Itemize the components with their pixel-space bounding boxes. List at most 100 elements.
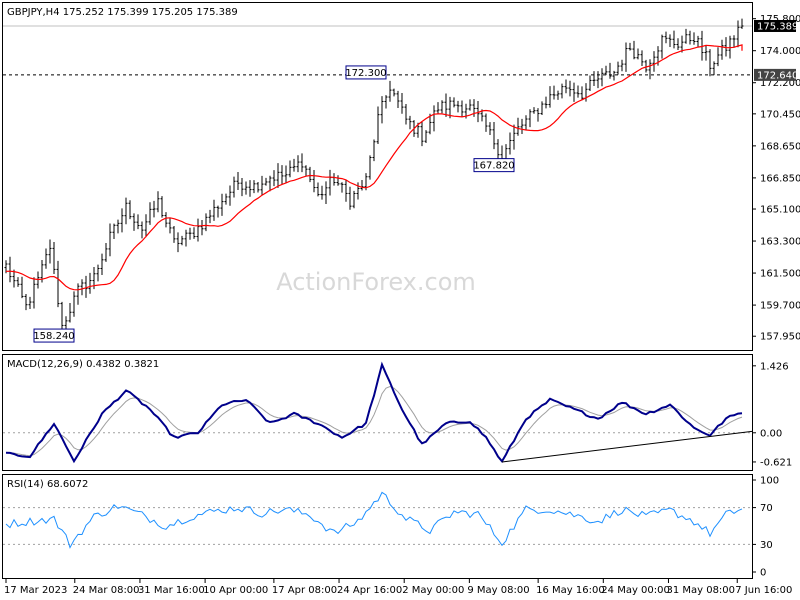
rsi-lines-group — [5, 491, 743, 549]
candle — [660, 34, 664, 59]
candle — [632, 40, 636, 60]
candle — [236, 172, 240, 191]
candle — [268, 175, 272, 192]
candle — [392, 88, 396, 97]
macd-title: MACD(12,26,9) 0.4382 0.3821 — [7, 359, 159, 370]
macd-lines-group — [5, 361, 753, 464]
candle — [372, 139, 376, 162]
level-price-tag-label: 172.640 — [757, 70, 798, 81]
candle — [560, 83, 564, 99]
candle — [568, 80, 572, 97]
candle — [612, 70, 616, 81]
candle — [204, 213, 208, 232]
candle — [628, 42, 632, 51]
current-price-tag-label: 175.389 — [757, 21, 798, 32]
candle — [20, 276, 24, 299]
candle — [672, 30, 676, 49]
candle — [188, 227, 192, 240]
candle — [312, 170, 316, 193]
candle — [136, 214, 140, 230]
candle — [304, 165, 308, 177]
candle — [468, 99, 472, 111]
macd-signal-line — [6, 385, 743, 457]
price-tick-label: 174.000 — [760, 46, 800, 57]
candle — [440, 100, 444, 114]
price-tick-label: 165.100 — [760, 205, 800, 216]
x-tick-label: 24 Apr 16:00 — [337, 585, 402, 596]
candle — [260, 175, 264, 196]
candle — [356, 182, 360, 200]
candle — [48, 239, 52, 264]
candle — [116, 219, 120, 234]
candle — [544, 96, 548, 109]
candle — [336, 175, 340, 186]
candle — [44, 248, 48, 269]
annotations-group: 158.240 172.300 167.820 — [33, 65, 515, 343]
candle — [508, 132, 512, 155]
candle — [360, 179, 364, 191]
candle — [380, 96, 384, 124]
candle — [624, 42, 628, 72]
candle — [696, 35, 700, 48]
candle — [664, 31, 668, 44]
candle — [76, 283, 80, 305]
candle — [80, 279, 84, 296]
price-tick-label: 161.500 — [760, 269, 800, 280]
candle — [720, 39, 724, 60]
candle — [288, 160, 292, 178]
macd-y-axis: 1.426 0.00 -0.621 — [3, 361, 792, 468]
price-annotation: 172.300 — [345, 65, 387, 80]
candle — [692, 32, 696, 45]
candle — [156, 191, 160, 213]
candle — [52, 242, 56, 275]
rsi-panel: 100 70 30 0 RSI(14) 68.6072 — [2, 474, 779, 579]
x-tick-label: 9 May 08:00 — [467, 585, 529, 596]
price-panel-frame — [2, 2, 753, 351]
x-tick-label: 16 May 16:00 — [536, 585, 605, 596]
price-annotation: 158.240 — [33, 328, 75, 343]
candle — [596, 71, 600, 89]
candle — [444, 93, 448, 117]
x-tick-label: 7 Jun 16:00 — [735, 585, 792, 596]
candle — [232, 176, 236, 198]
candle — [144, 214, 148, 238]
candle — [556, 90, 560, 100]
price-y-axis: 157.950 159.700 161.500 163.300 165.100 166.8… — [752, 14, 800, 343]
candle — [572, 82, 576, 102]
macd-trendline — [501, 430, 753, 463]
candle — [484, 113, 488, 132]
candle — [168, 217, 172, 234]
candle — [708, 49, 712, 77]
candle — [400, 93, 404, 114]
candle — [160, 196, 164, 218]
candle — [340, 182, 344, 193]
price-panel: ActionForex.com 157.950 159.700 161.500 163… — [2, 2, 800, 351]
candle — [740, 18, 744, 29]
candle — [32, 277, 36, 309]
candle — [564, 79, 568, 94]
macd-panel: 1.426 0.00 -0.621 MACD(12,26,9) 0.4382 0.3… — [2, 354, 792, 471]
candle — [712, 61, 716, 76]
rsi-title: RSI(14) 68.6072 — [7, 479, 88, 490]
candle — [652, 51, 656, 72]
candle — [308, 166, 312, 183]
candle — [120, 208, 124, 233]
candle — [280, 165, 284, 185]
candle — [24, 293, 28, 311]
candle — [12, 269, 16, 288]
candle — [424, 130, 428, 144]
candle — [344, 179, 348, 202]
candle — [316, 182, 320, 197]
candle — [96, 264, 100, 282]
candle — [704, 45, 708, 61]
candle — [552, 85, 556, 100]
rsi-tick-label: 0 — [760, 568, 766, 579]
candle — [176, 232, 180, 253]
candle — [668, 34, 672, 48]
candle — [68, 303, 72, 323]
candle — [200, 220, 204, 236]
candle — [88, 272, 92, 294]
candle — [640, 50, 644, 66]
candle — [452, 97, 456, 108]
rsi-panel-frame — [2, 474, 753, 579]
